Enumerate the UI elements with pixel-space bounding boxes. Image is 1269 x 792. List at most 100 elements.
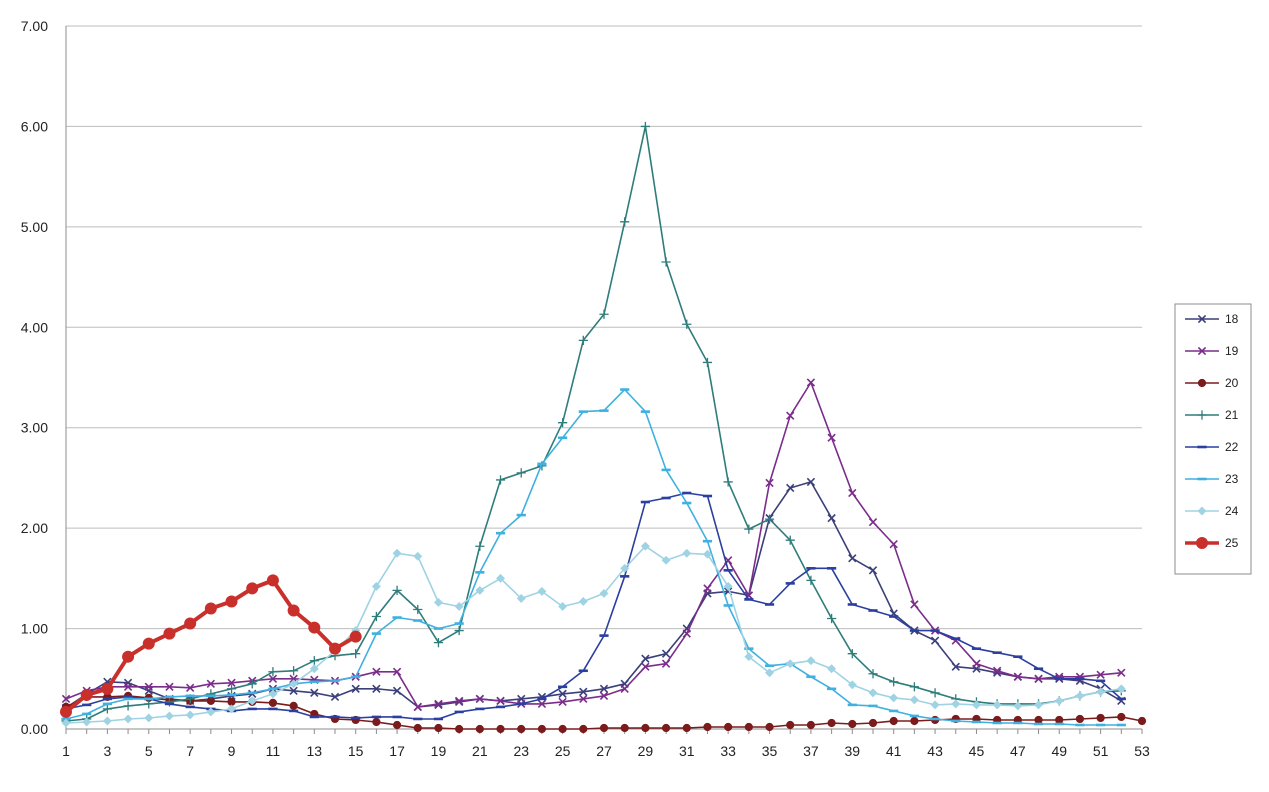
data-point-24 (971, 700, 982, 710)
data-point-19 (144, 682, 153, 691)
data-point-21 (661, 257, 671, 267)
data-point-24 (909, 695, 919, 705)
data-point-24 (723, 581, 733, 591)
data-point-19 (868, 517, 878, 527)
series-21 (61, 121, 1126, 726)
x-tick-label: 43 (927, 743, 943, 759)
data-point-19 (227, 678, 236, 687)
data-point-24 (1013, 701, 1023, 711)
y-tick-label: 0.00 (21, 721, 48, 737)
data-point-24 (827, 664, 837, 674)
data-point-20 (1055, 715, 1064, 725)
data-point-24 (951, 699, 961, 709)
x-tick-label: 19 (431, 743, 447, 759)
data-point-21 (309, 656, 319, 666)
data-point-19 (1096, 670, 1105, 679)
data-point-20 (786, 720, 795, 730)
data-point-25 (80, 688, 93, 701)
data-point-19 (475, 694, 485, 704)
x-tick-label: 53 (1134, 743, 1150, 759)
series-line-24 (65, 545, 1122, 724)
legend-swatch-marker (1197, 506, 1207, 516)
series-line-22 (65, 492, 1122, 720)
x-tick-label: 47 (1010, 743, 1026, 759)
legend-item-19: 19 (1185, 344, 1239, 358)
data-point-21 (847, 649, 857, 659)
data-point-24 (247, 696, 257, 706)
data-point-24 (702, 549, 713, 559)
data-point-21 (371, 611, 381, 622)
legend-item-25: 25 (1185, 536, 1239, 550)
x-tick-label: 35 (762, 743, 778, 759)
data-point-20 (765, 722, 774, 732)
x-axis-ticks: 1 3 5 7 9 11 13 15 17 19 21 23 25 27 29 31 33 35 37 39 41 43 4… (62, 743, 1150, 759)
x-tick-label: 3 (103, 743, 111, 759)
y-tick-label: 6.00 (21, 118, 48, 134)
data-point-18 (786, 483, 795, 493)
series-19 (61, 378, 1126, 712)
data-point-19 (1013, 672, 1023, 681)
data-point-24 (516, 593, 526, 603)
data-point-21 (475, 541, 485, 551)
data-point-20 (806, 720, 816, 730)
legend-box (1174, 303, 1252, 575)
data-point-19 (165, 682, 174, 691)
grid-lines (66, 25, 1142, 730)
x-tick-label: 41 (886, 743, 902, 759)
legend-item-20: 20 (1185, 376, 1239, 390)
data-point-19 (1117, 668, 1126, 677)
data-point-21 (102, 704, 112, 714)
x-tick-label: 5 (145, 743, 153, 759)
legend-item-22: 22 (1185, 440, 1239, 454)
data-point-20 (620, 723, 629, 733)
data-point-24 (620, 563, 630, 573)
data-point-24 (682, 548, 692, 558)
data-point-19 (972, 659, 981, 668)
legend-label: 21 (1225, 408, 1239, 422)
data-point-24 (413, 551, 423, 561)
data-point-25 (287, 604, 300, 617)
data-point-18 (951, 662, 960, 671)
x-tick-label: 13 (307, 743, 323, 759)
data-point-21 (702, 357, 713, 368)
series-24 (61, 541, 1126, 728)
series-line-19 (65, 381, 1122, 708)
data-point-21 (495, 475, 506, 485)
data-point-20 (392, 720, 402, 730)
data-point-21 (744, 524, 754, 534)
data-point-20 (517, 724, 526, 734)
y-tick-label: 7.00 (21, 18, 48, 34)
y-tick-label: 5.00 (21, 219, 48, 235)
data-point-24 (806, 656, 816, 666)
data-point-18 (310, 688, 319, 698)
legend-item-23: 23 (1185, 472, 1239, 486)
x-tick-label: 17 (389, 743, 405, 759)
data-point-20 (289, 701, 298, 711)
data-point-24 (599, 588, 609, 598)
data-point-21 (454, 625, 464, 636)
x-tick-label: 37 (803, 743, 819, 759)
data-point-24 (475, 585, 485, 595)
data-point-20 (641, 723, 650, 733)
data-point-21 (578, 335, 588, 345)
data-point-24 (661, 555, 671, 565)
data-point-19 (434, 699, 443, 709)
data-point-21 (516, 468, 526, 478)
data-point-19 (806, 378, 816, 387)
data-point-19 (454, 696, 464, 706)
data-point-21 (226, 684, 237, 694)
legend-label: 25 (1225, 536, 1239, 550)
data-point-20 (910, 716, 919, 726)
data-point-21 (558, 418, 568, 428)
data-point-21 (785, 535, 795, 545)
data-point-18 (330, 692, 340, 702)
legend-label: 19 (1225, 344, 1239, 358)
data-point-18 (599, 684, 609, 693)
data-point-20 (579, 724, 588, 734)
data-point-24 (309, 664, 319, 674)
series-23 (61, 388, 1126, 727)
series-25 (60, 574, 362, 718)
series-line-23 (65, 388, 1122, 726)
data-point-19 (827, 433, 836, 442)
